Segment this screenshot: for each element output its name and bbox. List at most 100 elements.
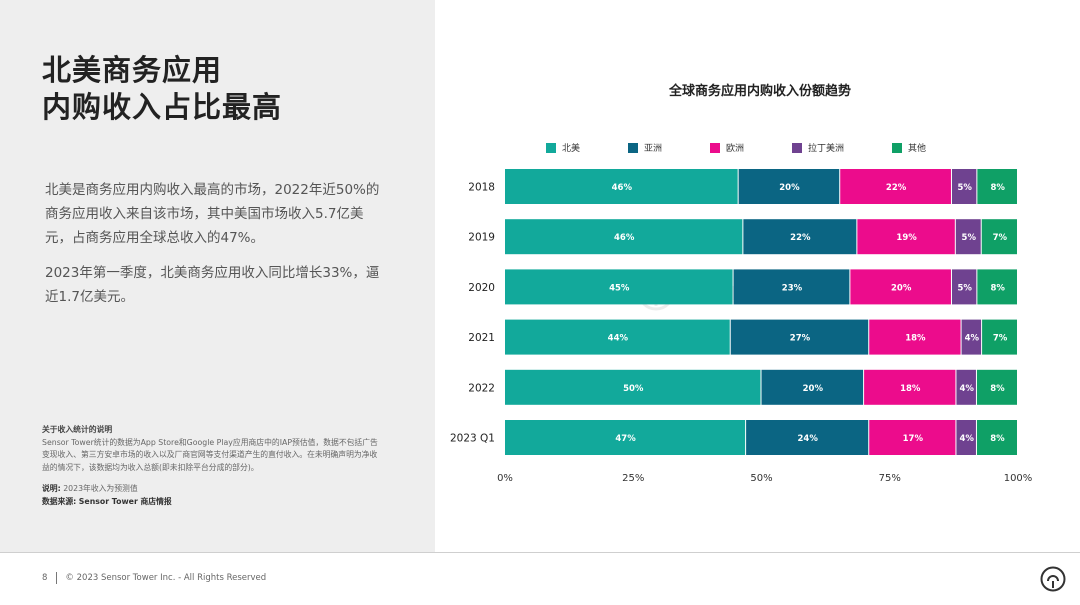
note-explain-label: 说明: <box>42 484 61 493</box>
data-label: 4% <box>959 434 974 444</box>
body-paragraph-1: 北美是商务应用内购收入最高的市场，2022年近50%的商务应用收入来自该市场，其… <box>45 182 380 246</box>
data-label: 4% <box>965 334 980 344</box>
data-label: 8% <box>990 183 1005 193</box>
note-source-label: 数据来源: <box>42 496 77 506</box>
bar-segment <box>956 420 976 455</box>
bar-segment <box>982 319 1017 355</box>
bar-segment <box>505 369 761 405</box>
data-label: 18% <box>900 384 921 394</box>
bar-segment <box>976 369 1017 405</box>
chart-title: 全球商务应用内购收入份额趋势 <box>668 84 851 99</box>
data-label: 46% <box>612 183 633 193</box>
data-label: 44% <box>608 334 629 344</box>
category-label: 2019 <box>468 232 495 244</box>
x-tick-label: 25% <box>622 473 644 484</box>
note-explain-text: 2023年收入为预测值 <box>63 484 138 493</box>
legend-item: 拉丁美洲 <box>792 141 844 154</box>
legend-label: 北美 <box>562 144 581 154</box>
data-label: 50% <box>623 384 644 394</box>
legend-swatch <box>792 142 802 153</box>
data-label: 20% <box>891 283 912 293</box>
copyright-text: © 2023 Sensor Tower Inc. - All Rights Re… <box>65 573 267 583</box>
data-label: 24% <box>797 434 818 444</box>
headline-line-2: 内购收入占比最高 <box>42 90 283 124</box>
bar-segment <box>746 420 869 455</box>
body-paragraph-2: 2023年第一季度，北美商务应用收入同比增长33%，逼近1.7亿美元。 <box>45 265 380 305</box>
legend-item: 北美 <box>546 141 580 154</box>
data-label: 22% <box>886 183 907 193</box>
sensor-tower-logo-icon <box>1040 566 1066 592</box>
data-label: 22% <box>790 233 811 243</box>
bar-segment <box>869 319 961 355</box>
footer-divider <box>0 552 1080 553</box>
bar-segment <box>505 269 733 305</box>
bar-segment <box>743 219 857 255</box>
category-label: 2020 <box>468 282 495 294</box>
legend-swatch <box>628 142 638 153</box>
note-source: 数据来源: Sensor Tower 商店情报 <box>42 496 382 509</box>
legend-item: 欧洲 <box>710 141 744 154</box>
x-tick-label: 100% <box>1004 473 1033 484</box>
data-label: 47% <box>615 434 636 444</box>
bar-segment <box>951 169 977 204</box>
data-label: 19% <box>896 233 917 243</box>
data-label: 7% <box>993 233 1008 243</box>
legend-item: 亚洲 <box>628 141 662 154</box>
data-label: 27% <box>790 334 811 344</box>
bar-segment <box>840 169 951 204</box>
bar-segment <box>505 219 743 255</box>
bar-segment <box>981 219 1017 255</box>
note-title: 关于收入统计的说明 <box>42 425 113 434</box>
data-label: 5% <box>962 233 977 243</box>
legend-item: 其他 <box>892 141 926 154</box>
data-label: 7% <box>993 334 1008 344</box>
legend-swatch <box>892 142 902 153</box>
footer: 8 © 2023 Sensor Tower Inc. - All Rights … <box>42 572 266 584</box>
legend-label: 拉丁美洲 <box>808 144 845 154</box>
data-label: 4% <box>959 384 974 394</box>
x-tick-label: 0% <box>497 473 513 484</box>
headline-line-1: 北美商务应用 <box>42 53 223 87</box>
revenue-note: 关于收入统计的说明 Sensor Tower统计的数据为App Store和Go… <box>42 424 382 508</box>
category-label: 2023 Q1 <box>450 433 495 445</box>
bar-segment <box>850 269 951 305</box>
bar-segment <box>733 269 850 305</box>
bar-segment <box>505 319 730 355</box>
bar-segment <box>976 420 1017 455</box>
data-label: 18% <box>905 334 926 344</box>
category-label: 2021 <box>468 332 495 344</box>
bar-segment <box>505 169 738 204</box>
legend-label: 欧洲 <box>726 144 745 154</box>
data-label: 45% <box>609 283 630 293</box>
data-label: 5% <box>957 283 972 293</box>
bar-segment <box>730 319 869 355</box>
category-label: 2018 <box>468 182 495 194</box>
data-label: 5% <box>957 183 972 193</box>
bar-segment <box>505 420 746 455</box>
bar-segment <box>977 169 1017 204</box>
note-text: Sensor Tower统计的数据为App Store和Google Play应… <box>42 437 378 472</box>
data-label: 8% <box>990 384 1005 394</box>
data-label: 8% <box>990 283 1005 293</box>
bar-segment <box>864 369 956 405</box>
bar-segment <box>951 269 977 305</box>
category-label: 2022 <box>468 382 495 394</box>
bar-segment <box>857 219 955 255</box>
stacked-bar-chart: 2018 46% 20% 22% 5% 8% 2019 46% 22% 19% 5% 7% 2020 45… <box>450 169 1033 484</box>
data-label: 20% <box>779 183 800 193</box>
legend-swatch <box>546 142 556 153</box>
legend-label: 其他 <box>908 144 927 154</box>
note-explain: 说明: 2023年收入为预测值 <box>42 483 382 496</box>
bar-segment <box>738 169 840 204</box>
left-panel <box>0 0 435 552</box>
bar-segment <box>977 269 1017 305</box>
data-label: 46% <box>614 233 635 243</box>
page-number: 8 <box>42 573 48 583</box>
x-tick-label: 50% <box>750 473 772 484</box>
data-label: 8% <box>990 434 1005 444</box>
data-label: 20% <box>803 384 824 394</box>
bar-segment <box>955 219 981 255</box>
footer-separator <box>56 572 58 584</box>
bar-segment <box>961 319 982 355</box>
bar-segment <box>869 420 956 455</box>
